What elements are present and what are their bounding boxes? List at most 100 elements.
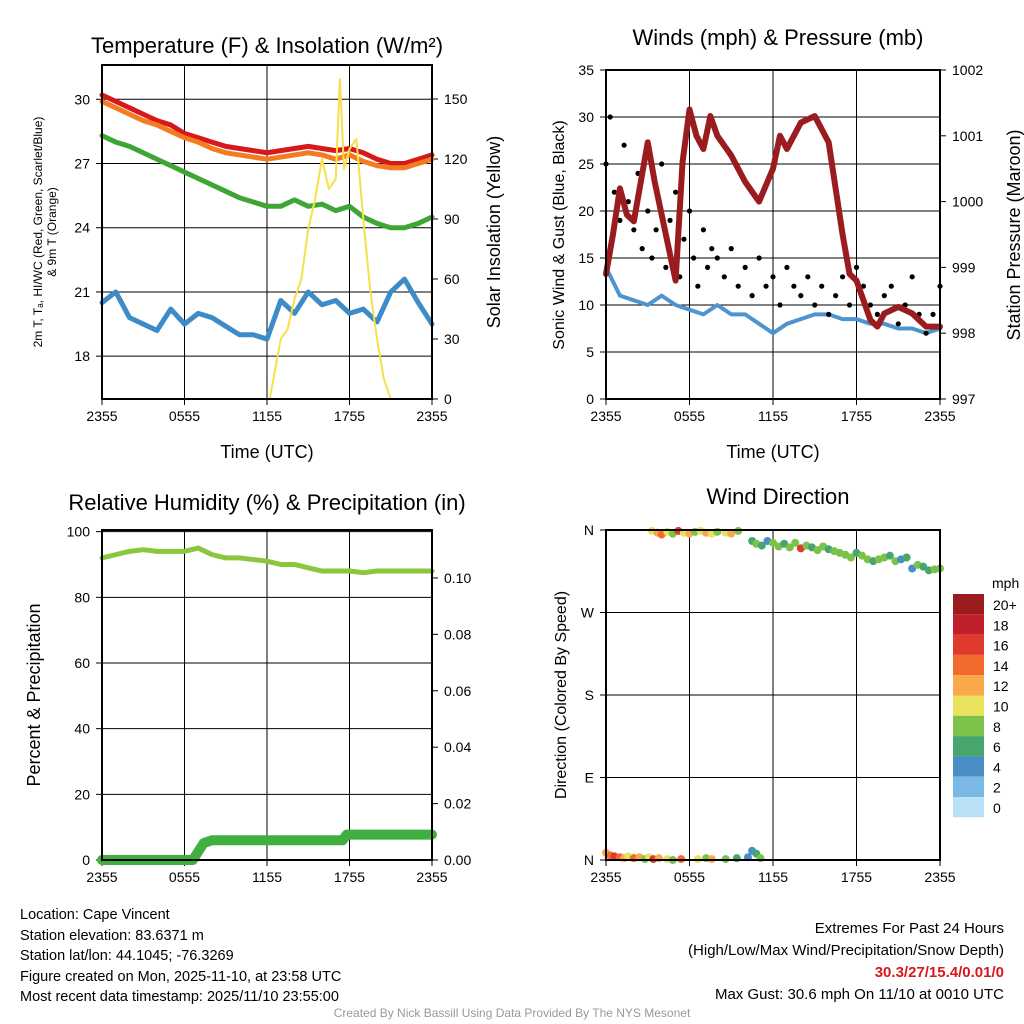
legend-label: 2 — [993, 780, 1001, 796]
y-axis-tick-label: 0 — [586, 391, 594, 407]
y2-tick-label: 1000 — [952, 194, 983, 210]
legend-title: mph — [992, 575, 1019, 591]
y2-tick-label: 0.08 — [444, 626, 471, 642]
y-axis-tick-label: 10 — [578, 297, 594, 313]
y2-tick-label: 0.02 — [444, 796, 471, 812]
legend-label: 12 — [993, 678, 1009, 694]
gust-point — [784, 264, 790, 270]
extremes-title: Extremes For Past 24 Hours — [814, 920, 1004, 937]
gust-point — [742, 264, 748, 270]
series-relative-humidity — [99, 545, 435, 576]
credit: Created By Nick Bassill Using Data Provi… — [333, 1006, 691, 1020]
y-axis-label: 2m T, Tₐ, HI/WC (Red, Green, Scarlet/Blu… — [31, 117, 45, 348]
gust-point — [881, 293, 887, 299]
y2-tick-label: 150 — [444, 91, 468, 107]
x-tick-label: 2355 — [416, 869, 447, 885]
recent-timestamp: Most recent data timestamp: 2025/11/10 2… — [20, 989, 339, 1005]
legend-label: 14 — [993, 658, 1009, 674]
y2-axis-label: Solar Insolation (Yellow) — [484, 136, 504, 328]
gust-point — [888, 283, 894, 289]
gust-point — [763, 283, 769, 289]
y-axis-tick-label: 25 — [578, 156, 594, 172]
y-axis-tick-label: 27 — [74, 155, 90, 171]
location: Location: Cape Vincent — [20, 907, 170, 923]
gust-point — [645, 208, 651, 214]
series-9m-t — [99, 98, 435, 171]
legend-swatch — [953, 695, 984, 716]
series-wc — [99, 276, 435, 342]
legend-swatch — [953, 736, 984, 757]
series-sustained-wind — [604, 265, 942, 336]
y2-tick-label: 1002 — [952, 62, 983, 78]
y2-tick-label: 0.06 — [444, 683, 471, 699]
plot-frame — [101, 64, 433, 400]
x-tick-label: 2355 — [590, 869, 621, 885]
x-tick-label: 1155 — [252, 408, 282, 424]
y2-tick-label: 90 — [444, 211, 460, 227]
y-axis-label: & 9m T (Orange) — [45, 187, 59, 277]
gust-point — [704, 264, 711, 270]
y2-tick-label: 30 — [444, 331, 460, 347]
direction-point — [902, 553, 911, 562]
chart-title: Winds (mph) & Pressure (mb) — [633, 25, 924, 50]
y-axis-tick-label: 35 — [578, 62, 594, 78]
gust-point — [653, 227, 659, 233]
gust-point — [860, 283, 867, 289]
y-axis-tick-label: N — [584, 522, 594, 538]
x-tick-label: 2355 — [924, 408, 955, 424]
legend-swatch — [953, 756, 984, 777]
y2-axis-label: Station Pressure (Maroon) — [1004, 129, 1024, 340]
y2-tick-label: 999 — [952, 259, 976, 275]
y-axis-tick-label: 21 — [74, 284, 90, 300]
direction-point — [791, 538, 800, 547]
legend-swatch — [953, 675, 984, 696]
y-axis-tick-label: 5 — [586, 344, 594, 360]
y-axis-label: Sonic Wind & Gust (Blue, Black) — [551, 120, 568, 349]
y2-tick-label: 0.10 — [444, 570, 471, 586]
chart-title: Temperature (F) & Insolation (W/m²) — [91, 33, 443, 58]
gust-point — [617, 217, 623, 223]
gust-point — [819, 283, 825, 289]
legend-swatch — [953, 634, 984, 655]
direction-point — [885, 551, 894, 560]
y-axis-label: Percent & Precipitation — [24, 603, 44, 786]
figure-created: Figure created on Mon, 2025-11-10, at 23… — [20, 968, 342, 985]
gust-point — [791, 283, 797, 289]
gust-point — [714, 255, 720, 261]
legend-label: 20+ — [993, 597, 1017, 613]
lat-lon: Station lat/lon: 44.1045; -76.3269 — [20, 948, 234, 964]
gust-point — [833, 293, 839, 299]
x-tick-label: 2355 — [590, 408, 621, 424]
x-axis-label: Time (UTC) — [726, 442, 819, 462]
x-tick-label: 1155 — [758, 869, 788, 885]
gust-point — [607, 114, 613, 120]
gust-point — [826, 311, 832, 317]
y-axis-tick-label: 60 — [74, 655, 90, 671]
direction-point — [757, 541, 766, 550]
y-axis-tick-label: 0 — [82, 852, 90, 868]
gust-point — [611, 189, 617, 195]
gust-point — [695, 283, 701, 289]
legend-swatch — [953, 614, 984, 635]
y2-tick-label: 0.04 — [444, 739, 471, 755]
legend-label: 0 — [993, 800, 1001, 816]
legend-label: 4 — [993, 759, 1001, 775]
x-tick-label: 0555 — [169, 869, 200, 885]
y-axis-tick-label: N — [584, 852, 594, 868]
y-axis-tick-label: 20 — [74, 786, 90, 802]
gust-point — [874, 311, 880, 317]
gust-point — [709, 246, 715, 252]
y-axis-tick-label: 80 — [74, 589, 90, 605]
legend-swatch — [953, 715, 984, 737]
elevation: Station elevation: 83.6371 m — [20, 927, 204, 944]
plot-frame — [605, 529, 941, 861]
y2-tick-label: 1001 — [952, 128, 983, 144]
gust-point — [700, 227, 707, 233]
gust-point — [749, 293, 755, 299]
gust-point — [631, 227, 637, 233]
gust-point — [735, 283, 741, 289]
gust-point — [770, 274, 776, 280]
gust-point — [621, 142, 627, 148]
station-info: Location: Cape Vincent Station elevation… — [20, 905, 341, 1008]
